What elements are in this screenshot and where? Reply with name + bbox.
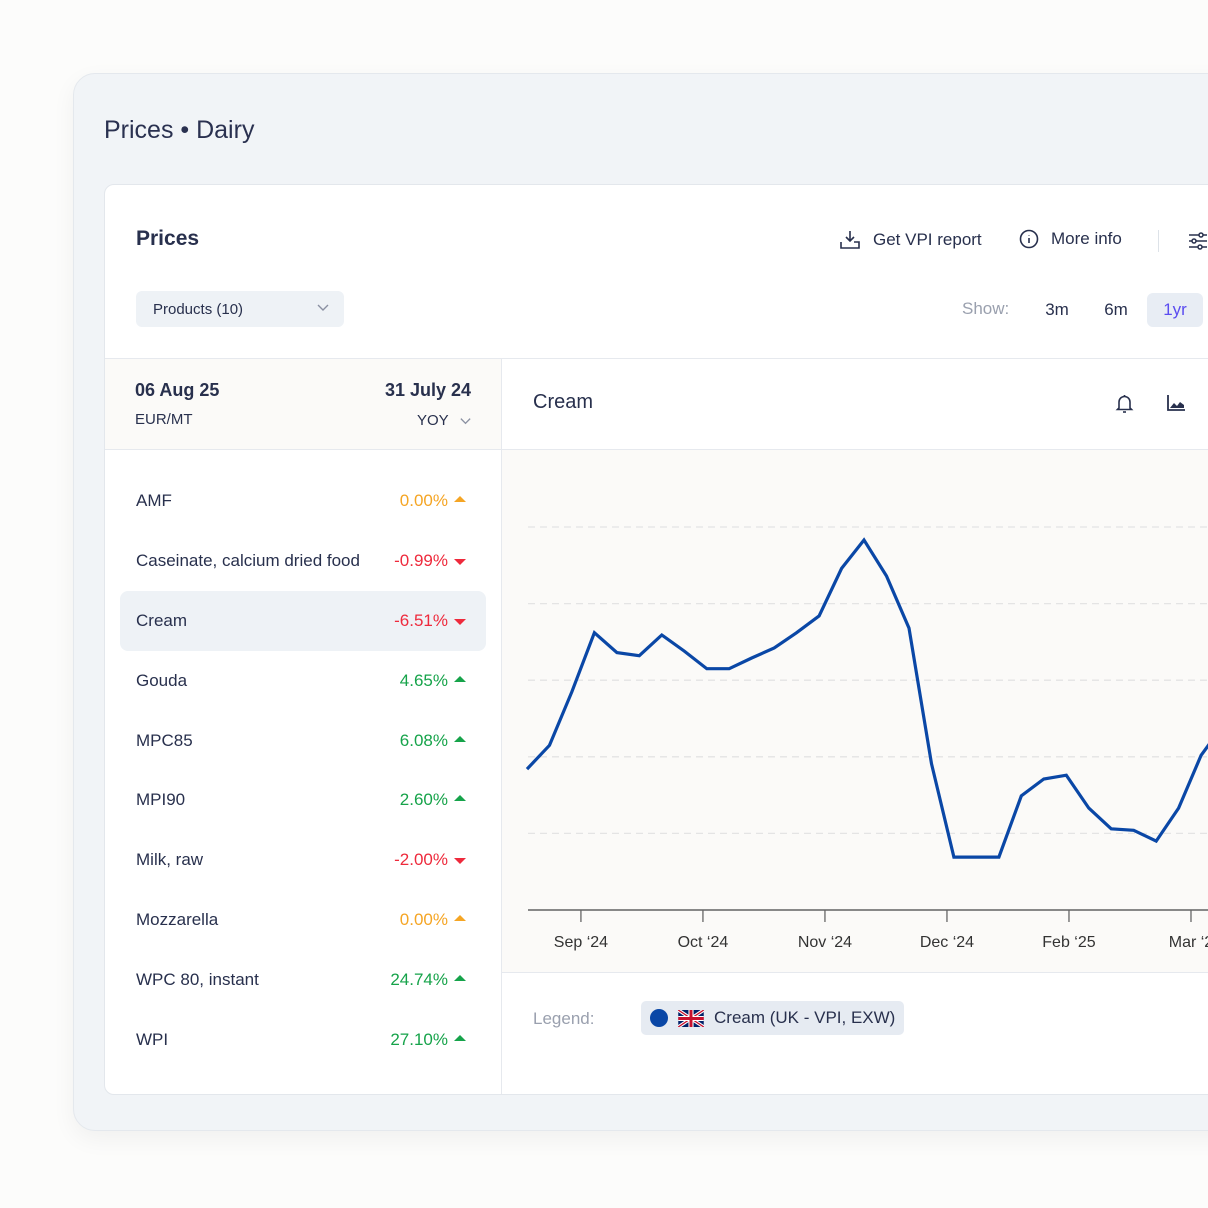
range-1yr-button[interactable]: 1yr (1147, 293, 1203, 327)
product-row[interactable]: AMF 0.00% (120, 471, 486, 531)
page-title: Prices • Dairy (104, 116, 255, 144)
series-color-dot (650, 1009, 668, 1027)
change-percent: 4.65% (399, 670, 448, 690)
more-info-label: More info (1051, 229, 1122, 248)
triangle-up-icon (454, 915, 466, 921)
show-label: Show: (962, 299, 1010, 318)
uk-flag-icon (678, 1009, 704, 1027)
products-dropdown-label: Products (10) (153, 300, 244, 318)
product-name: AMF (136, 491, 172, 511)
product-name: MPI90 (136, 790, 186, 810)
change-percent: 2.60% (399, 790, 448, 810)
product-name: MPC85 (136, 730, 193, 750)
info-icon (1019, 229, 1039, 249)
triangle-up-icon (454, 735, 466, 742)
get-vpi-report-label: Get VPI report (873, 230, 982, 249)
product-row[interactable]: Caseinate, calcium dried food -0.99% (120, 531, 486, 591)
x-tick-label: Mar ‘2 (1169, 934, 1208, 951)
change-percent: 27.10% (390, 1029, 448, 1049)
products-dropdown[interactable]: Products (10) (136, 291, 344, 327)
current-date: 06 Aug 25 (135, 380, 220, 400)
change-percent: 0.00% (399, 910, 448, 929)
product-name: Caseinate, calcium dried food (136, 551, 360, 571)
product-row[interactable]: Gouda 4.65% (120, 651, 486, 711)
x-tick-label: Dec ‘24 (920, 934, 974, 951)
change-percent: -6.51% (394, 611, 448, 630)
change-percent: -0.99% (394, 551, 448, 571)
compare-date: 31 July 24 (384, 380, 471, 400)
product-row[interactable]: MPC85 6.08% (120, 711, 486, 771)
chevron-down-icon (460, 418, 471, 425)
bell-icon[interactable] (1115, 394, 1134, 414)
table-header (105, 359, 501, 449)
change-percent: 6.08% (399, 730, 448, 750)
x-tick-label: Feb ‘25 (1042, 934, 1095, 951)
x-tick-label: Sep ‘24 (554, 934, 608, 951)
product-name: Gouda (136, 670, 188, 690)
triangle-up-icon (454, 795, 466, 802)
product-name: Milk, raw (136, 850, 204, 870)
range-3m-button[interactable]: 3m (1045, 300, 1069, 319)
triangle-down-icon (454, 559, 466, 566)
x-tick-label: Oct ‘24 (678, 934, 729, 951)
area-chart-icon[interactable] (1166, 394, 1186, 412)
triangle-up-icon (454, 1034, 466, 1041)
triangle-up-icon (454, 675, 466, 682)
unit-label: EUR/MT (135, 411, 193, 428)
panel-divider (501, 359, 502, 1094)
price-line-chart: Sep ‘24 Oct ‘24 Nov ‘24 Dec ‘24 Feb ‘25 Mar ‘… (525, 526, 1208, 951)
compare-mode-dropdown[interactable]: YOY (417, 412, 472, 429)
more-info-button[interactable]: More info (1019, 229, 1122, 249)
product-row[interactable]: WPI 27.10% (120, 1010, 486, 1070)
range-6m-button[interactable]: 6m (1104, 300, 1128, 319)
header-divider (105, 358, 1208, 359)
toolbar-divider (1158, 230, 1159, 252)
table-header-divider (105, 449, 1208, 450)
triangle-up-icon (454, 974, 466, 981)
legend-item-label: Cream (UK - VPI, EXW) (714, 1008, 896, 1027)
compare-mode-label: YOY (417, 412, 449, 429)
product-name: WPI (136, 1029, 169, 1049)
product-row[interactable]: Cream -6.51% (120, 591, 486, 651)
x-tick-label: Nov ‘24 (798, 934, 852, 951)
card-title: Prices (136, 227, 200, 250)
product-row[interactable]: MPI90 2.60% (120, 770, 486, 830)
series-line-cream (525, 537, 1208, 859)
legend-label: Legend: (533, 1009, 595, 1028)
chevron-down-icon (317, 304, 329, 311)
product-name: Cream (136, 611, 188, 630)
change-percent: 24.74% (390, 969, 448, 989)
triangle-down-icon (454, 619, 466, 625)
product-row[interactable]: WPC 80, instant 24.74% (120, 950, 486, 1010)
chart-divider (502, 972, 1208, 973)
filter-settings-icon[interactable] (1188, 232, 1208, 250)
product-row[interactable]: Mozzarella 0.00% (120, 890, 486, 950)
change-percent: 0.00% (399, 491, 448, 511)
product-row[interactable]: Milk, raw -2.00% (120, 830, 486, 890)
legend-item-cream[interactable]: Cream (UK - VPI, EXW) (641, 1001, 905, 1035)
chart-title: Cream (533, 391, 594, 413)
product-name: Mozzarella (136, 910, 219, 929)
product-name: WPC 80, instant (136, 969, 259, 989)
chart-area (502, 450, 1208, 972)
download-icon (840, 231, 860, 249)
triangle-down-icon (454, 858, 466, 865)
change-percent: -2.00% (394, 850, 448, 870)
triangle-up-icon (454, 496, 466, 503)
get-vpi-report-button[interactable]: Get VPI report (839, 229, 982, 251)
